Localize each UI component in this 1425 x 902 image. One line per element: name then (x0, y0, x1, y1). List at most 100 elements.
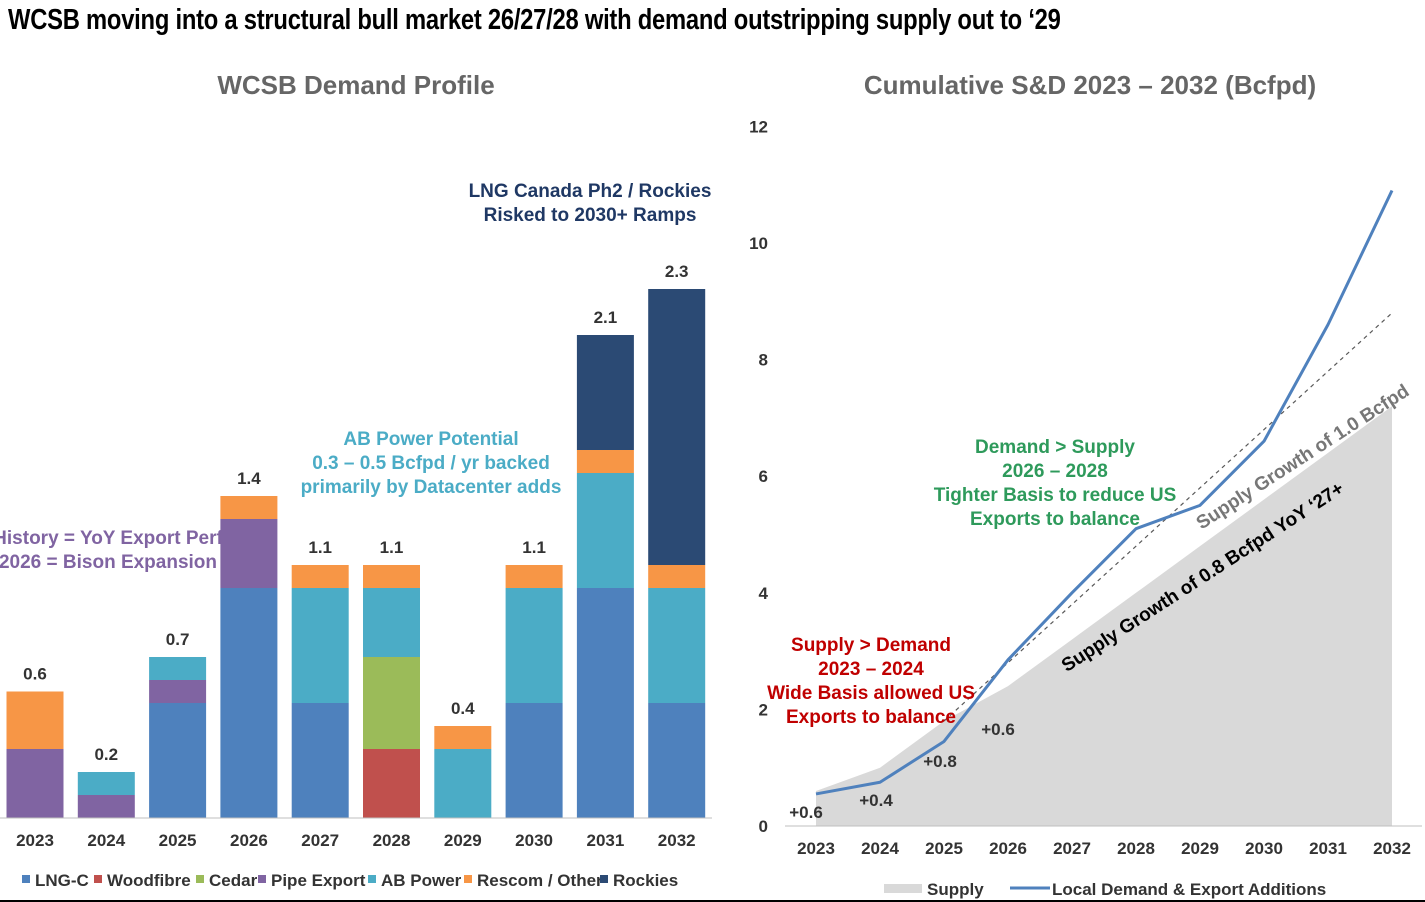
bar-segment-2028-cedar (363, 657, 420, 749)
annotation-demand-gt-supply-line-2: 2026 – 2028 (1002, 461, 1108, 482)
left-x-tick-2030: 2030 (515, 831, 553, 850)
bar-segment-2028-rescom-other (363, 565, 420, 588)
bar-segment-2030-lng-c (505, 703, 563, 818)
right-x-tick-2023: 2023 (797, 839, 835, 858)
right-y-tick-10: 10 (749, 234, 768, 253)
right-y-tick-12: 12 (749, 117, 768, 136)
left-x-tick-2026: 2026 (230, 831, 268, 850)
left-chart: WCSB Demand Profile 2023 2024 2025 2026 2027… (0, 70, 712, 890)
legend-label-lng-c: LNG-C (35, 871, 89, 890)
annotation-supply-gt-demand-line-4: Exports to balance (786, 707, 956, 728)
legend-swatch-rescom-other (464, 875, 472, 883)
right-y-tick-8: 8 (759, 351, 768, 370)
bar-segment-2024-ab-power (77, 772, 135, 795)
left-x-tick-2031: 2031 (586, 831, 624, 850)
legend-label-supply: Supply (927, 880, 984, 899)
bar-segment-2023-rescom-other (6, 691, 64, 749)
right-x-tick-2025: 2025 (925, 839, 963, 858)
annotation-demand-gt-supply-line-1: Demand > Supply (975, 437, 1135, 458)
legend-swatch-supply (884, 884, 922, 893)
right-x-tick-2030: 2030 (1245, 839, 1283, 858)
legend-swatch-cedar (196, 875, 204, 883)
bar-total-label-2030: 1.1 (522, 538, 546, 557)
left-x-tick-2029: 2029 (444, 831, 482, 850)
legend-label-ab-power: AB Power (381, 871, 462, 890)
bar-total-label-2027: 1.1 (308, 538, 332, 557)
bar-segment-2026-rescom-other (220, 496, 278, 519)
annotation-lng-canada-line-1: LNG Canada Ph2 / Rockies (469, 181, 712, 202)
left-chart-title: WCSB Demand Profile (217, 70, 494, 100)
annotation-supply-gt-demand-line-2: 2023 – 2024 (818, 659, 924, 680)
bar-segment-2025-ab-power (149, 657, 207, 680)
left-x-tick-2028: 2028 (373, 831, 411, 850)
legend-label-rockies: Rockies (613, 871, 678, 890)
right-y-tick-2: 2 (759, 700, 768, 719)
bar-segment-2032-rockies (648, 289, 706, 565)
legend-label-pipe-export: Pipe Export (271, 871, 366, 890)
left-x-tick-2032: 2032 (658, 831, 696, 850)
right-y-tick-4: 4 (759, 584, 769, 603)
left-x-tick-2025: 2025 (159, 831, 197, 850)
annotation-history-line-1: History = YoY Export Perf (0, 528, 223, 549)
right-y-tick-0: 0 (759, 817, 768, 836)
legend-label-cedar: Cedar (209, 871, 258, 890)
bar-total-label-2032: 2.3 (665, 262, 689, 281)
right-x-tick-2031: 2031 (1309, 839, 1347, 858)
bar-segment-2032-rescom-other (648, 565, 706, 588)
right-x-tick-2032: 2032 (1373, 839, 1411, 858)
annotation-supply-gt-demand-line-1: Supply > Demand (791, 635, 951, 656)
annotation-ab-power-line-1: AB Power Potential (343, 429, 518, 450)
left-x-tick-2023: 2023 (16, 831, 54, 850)
bar-segment-2030-rescom-other (505, 565, 563, 588)
annotation-lng-canada-line-2: Risked to 2030+ Ramps (484, 205, 697, 226)
annotation-demand-gt-supply-line-3: Tighter Basis to reduce US (934, 485, 1177, 506)
bar-segment-2031-rescom-other (576, 450, 634, 473)
bar-segment-2027-rescom-other (291, 565, 349, 588)
page-title: WCSB moving into a structural bull marke… (8, 4, 1061, 36)
bar-segment-2031-ab-power (576, 473, 634, 588)
right-x-tick-2027: 2027 (1053, 839, 1091, 858)
bar-segment-2029-ab-power (434, 749, 492, 818)
bar-segment-2024-pipe-export (77, 795, 135, 818)
right-chart-title: Cumulative S&D 2023 – 2032 (Bcfpd) (864, 70, 1316, 100)
demand-line (815, 189, 1394, 796)
annotation-history-line-2: 2026 = Bison Expansion (0, 552, 217, 573)
legend-label-rescom-other: Rescom / Other (477, 871, 603, 890)
bar-segment-2028-ab-power (363, 588, 420, 657)
bar-segment-2027-ab-power (291, 588, 349, 703)
bar-segment-2031-lng-c (576, 588, 634, 818)
bar-segment-2032-lng-c (648, 703, 706, 818)
bottom-rule (0, 900, 1425, 902)
bar-total-label-2024: 0.2 (94, 745, 118, 764)
increment-label-3: +0.8 (923, 752, 957, 771)
left-x-tick-2027: 2027 (301, 831, 339, 850)
legend-swatch-lng-c (22, 875, 30, 883)
increment-label-1: +0.6 (789, 803, 823, 822)
bar-segment-2026-lng-c (220, 588, 278, 818)
bar-segment-2026-pipe-export (220, 519, 278, 588)
annotation-demand-gt-supply-line-4: Exports to balance (970, 509, 1140, 530)
bar-segment-2030-ab-power (505, 588, 563, 703)
right-x-tick-2028: 2028 (1117, 839, 1155, 858)
legend-swatch-ab-power (368, 875, 376, 883)
legend-label-demand: Local Demand & Export Additions (1052, 880, 1326, 899)
bar-total-label-2025: 0.7 (166, 630, 190, 649)
bar-total-label-2023: 0.6 (23, 665, 47, 684)
bar-segment-2023-pipe-export (6, 749, 64, 818)
annotation-ab-power-line-2: 0.3 – 0.5 Bcfpd / yr backed (312, 453, 550, 474)
bar-segment-2025-pipe-export (149, 680, 207, 703)
legend-swatch-pipe-export (258, 875, 266, 883)
bar-segment-2031-rockies (576, 335, 634, 450)
bar-segment-2029-rescom-other (434, 726, 492, 749)
annotation-supply-gt-demand-line-3: Wide Basis allowed US (767, 683, 975, 704)
right-chart: Cumulative S&D 2023 – 2032 (Bcfpd) 0 2 4 6 8… (749, 70, 1422, 899)
legend-swatch-woodfibre (94, 875, 102, 883)
bar-total-label-2029: 0.4 (451, 699, 475, 718)
increment-label-2: +0.4 (859, 791, 893, 810)
bar-segment-2025-lng-c (149, 703, 207, 818)
bar-total-label-2026: 1.4 (237, 469, 261, 488)
bar-total-label-2028: 1.1 (380, 538, 404, 557)
supply-growth-1-0-dashed-line (943, 312, 1393, 722)
bar-segment-2032-ab-power (648, 588, 706, 703)
